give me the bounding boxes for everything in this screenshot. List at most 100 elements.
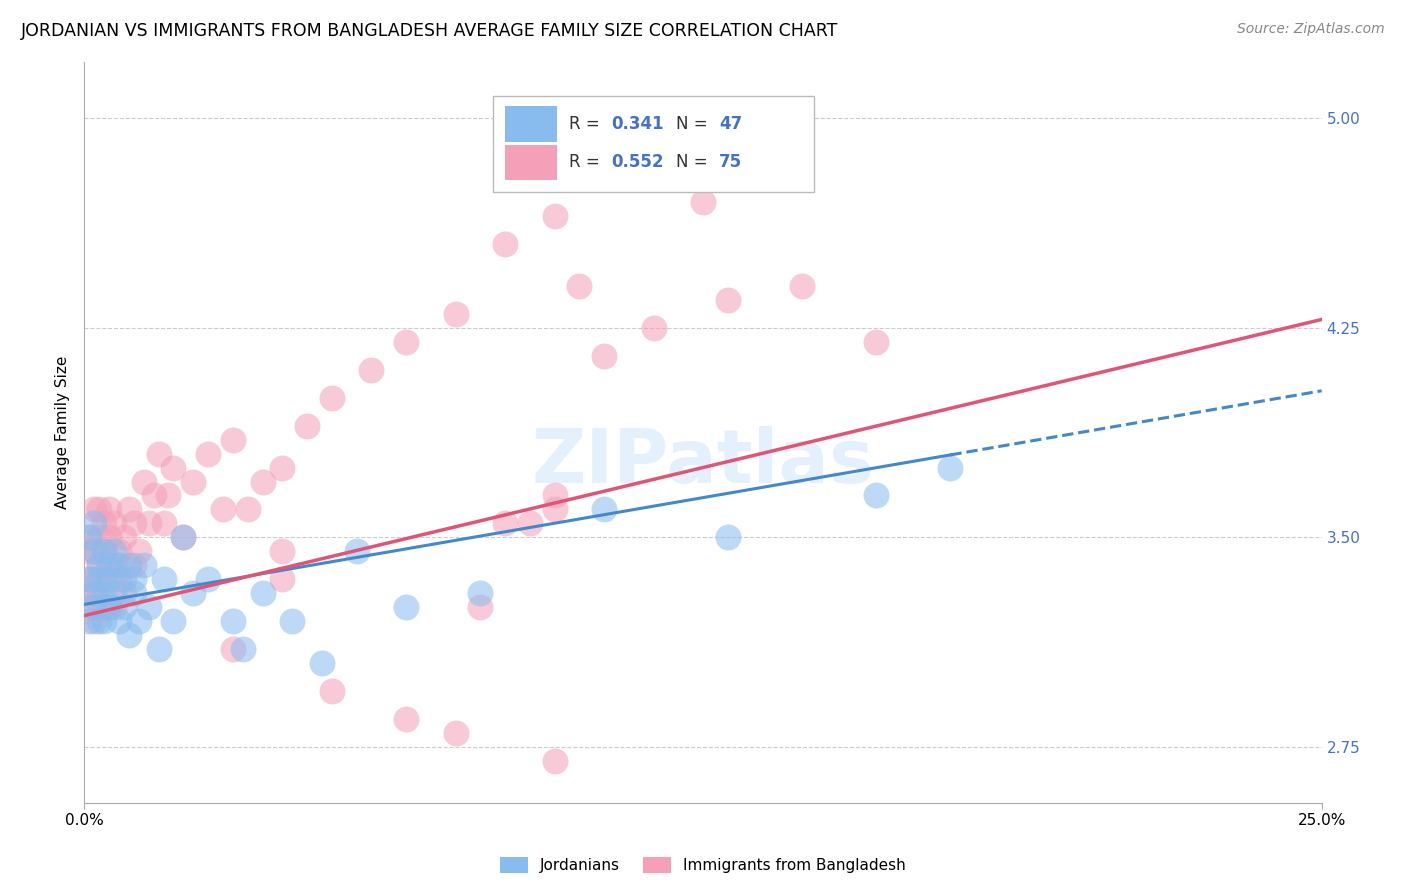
Point [89, 586, 111, 600]
Point [172, 530, 194, 544]
Point [717, 293, 740, 307]
Point [148, 642, 170, 657]
Point [108, 544, 131, 558]
Text: 0.341: 0.341 [612, 115, 664, 133]
Point [83, 544, 105, 558]
Point [103, 544, 125, 558]
Point [865, 334, 887, 349]
Point [93, 614, 115, 628]
Point [98, 600, 121, 615]
Point [93, 600, 115, 615]
Point [593, 502, 616, 516]
Point [236, 502, 259, 516]
Point [98, 558, 121, 573]
Point [295, 418, 318, 433]
Point [93, 544, 115, 558]
Text: N =: N = [676, 115, 713, 133]
Text: Source: ZipAtlas.com: Source: ZipAtlas.com [1237, 22, 1385, 37]
Point [98, 558, 121, 573]
Point [93, 516, 115, 531]
Point [152, 516, 174, 531]
Point [321, 684, 343, 698]
Point [83, 572, 105, 586]
Point [83, 516, 105, 531]
Point [132, 558, 155, 573]
Point [197, 572, 219, 586]
Point [83, 544, 105, 558]
Point [108, 558, 131, 573]
Point [112, 600, 135, 615]
Point [98, 502, 121, 516]
Point [89, 558, 111, 573]
Legend: Jordanians, Immigrants from Bangladesh: Jordanians, Immigrants from Bangladesh [495, 851, 911, 880]
Point [79, 530, 101, 544]
Point [103, 516, 125, 531]
Point [122, 516, 145, 531]
Point [470, 600, 492, 615]
Point [790, 279, 813, 293]
Point [148, 446, 170, 460]
Point [83, 614, 105, 628]
Point [395, 334, 418, 349]
Point [118, 558, 141, 573]
Point [103, 586, 125, 600]
Point [643, 321, 665, 335]
Point [128, 544, 150, 558]
Point [252, 475, 274, 489]
Point [444, 726, 467, 740]
Point [103, 558, 125, 573]
Point [232, 642, 254, 657]
Text: 47: 47 [718, 115, 742, 133]
Point [222, 642, 245, 657]
Point [118, 628, 141, 642]
Point [222, 614, 245, 628]
Point [112, 572, 135, 586]
Point [311, 656, 333, 670]
Point [89, 614, 111, 628]
Point [444, 307, 467, 321]
Text: 75: 75 [718, 153, 742, 171]
Point [93, 544, 115, 558]
Point [89, 502, 111, 516]
Point [98, 530, 121, 544]
Point [470, 586, 492, 600]
Text: N =: N = [676, 153, 713, 171]
Point [568, 279, 591, 293]
Point [162, 614, 184, 628]
Point [108, 572, 131, 586]
Point [197, 446, 219, 460]
Point [865, 488, 887, 502]
Point [395, 712, 418, 726]
Point [89, 558, 111, 573]
Point [89, 530, 111, 544]
Text: R =: R = [569, 153, 606, 171]
Point [939, 460, 962, 475]
Point [79, 600, 101, 615]
Text: R =: R = [569, 115, 606, 133]
Point [83, 600, 105, 615]
Point [543, 488, 565, 502]
Point [519, 516, 541, 531]
Point [321, 391, 343, 405]
Point [122, 572, 145, 586]
Point [162, 460, 184, 475]
Point [112, 530, 135, 544]
Point [252, 586, 274, 600]
Point [395, 600, 418, 615]
Point [118, 502, 141, 516]
Point [717, 530, 740, 544]
Point [172, 530, 194, 544]
Point [346, 544, 368, 558]
Point [93, 572, 115, 586]
Point [360, 363, 382, 377]
Point [79, 572, 101, 586]
Point [122, 558, 145, 573]
Point [103, 600, 125, 615]
Point [142, 488, 165, 502]
Point [543, 502, 565, 516]
Point [138, 516, 160, 531]
Point [79, 614, 101, 628]
Point [494, 516, 516, 531]
Point [83, 586, 105, 600]
Point [666, 167, 689, 181]
